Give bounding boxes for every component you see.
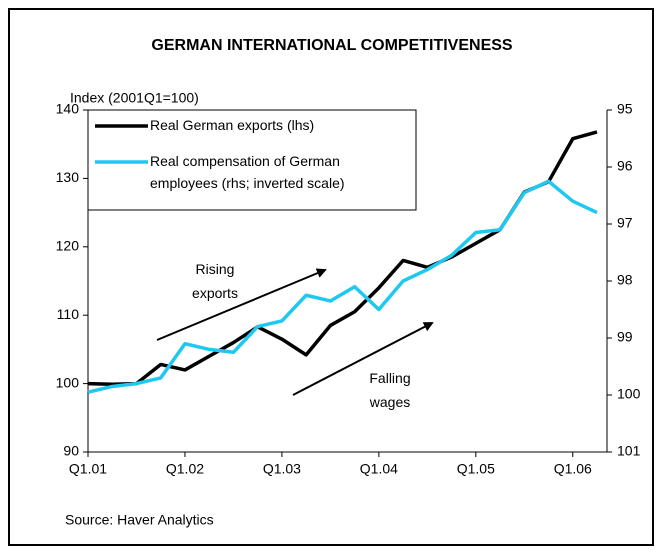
y-tick-label: 130: [56, 169, 80, 185]
chart-title: GERMAN INTERNATIONAL COMPETITIVENESS: [151, 37, 513, 54]
annotation: Rising exports: [192, 261, 238, 301]
legend-label: Real compensation of German employees (rh…: [150, 153, 345, 191]
y2-tick-label: 95: [617, 101, 633, 117]
y2-tick-label: 96: [617, 158, 633, 174]
annotation: Falling wages: [369, 370, 411, 410]
source: Source: Haver Analytics: [65, 512, 214, 528]
y2-tick-label: 97: [617, 215, 633, 231]
y2-tick-label: 98: [617, 272, 633, 288]
x-tick-label: Q1.06: [554, 461, 592, 477]
annotation-arrow: [292, 322, 434, 396]
y2-tick-label: 100: [617, 386, 641, 402]
legend-label: Real German exports (lhs): [150, 117, 314, 133]
frame: [8, 8, 654, 546]
x-tick-label: Q1.02: [166, 461, 204, 477]
y-tick-label: 110: [57, 306, 80, 322]
y-tick-label: 90: [63, 443, 79, 459]
y2-tick-label: 101: [617, 443, 641, 459]
y-tick-label: 120: [56, 238, 80, 254]
y-axis-label: Index (2001Q1=100): [70, 90, 199, 106]
annotation-arrow: [156, 268, 327, 341]
series-line: [87, 179, 598, 394]
x-tick-label: Q1.01: [69, 461, 107, 477]
y-tick-label: 100: [56, 374, 80, 390]
y-tick-label: 140: [56, 101, 80, 117]
x-tick-label: Q1.05: [457, 461, 495, 477]
x-tick-label: Q1.04: [360, 461, 398, 477]
x-tick-label: Q1.03: [263, 461, 301, 477]
y2-tick-label: 99: [617, 329, 633, 345]
